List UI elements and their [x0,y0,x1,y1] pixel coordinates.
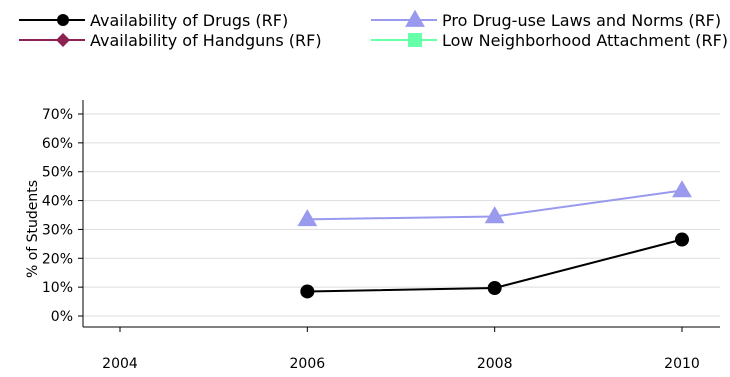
legend-item: Pro Drug-use Laws and Norms (RF) [371,9,721,30]
series-layer [297,180,692,299]
legend-marker [405,9,425,27]
legend-label: Low Neighborhood Attachment (RF) [442,31,728,50]
x-tick-label: 2006 [290,356,326,372]
data-point [675,232,689,247]
legend-label: Pro Drug-use Laws and Norms (RF) [442,11,721,30]
legend-item: Low Neighborhood Attachment (RF) [371,31,728,50]
y-tick-label: 10% [42,280,73,296]
legend-marker [408,33,422,47]
x-ticks: 2004 2006 2008 2010 [102,327,700,372]
legend-label: Availability of Handguns (RF) [90,31,322,50]
y-tick-label: 60% [42,136,73,152]
legend-marker [57,14,69,26]
x-tick-label: 2004 [102,356,138,372]
legend-label: Availability of Drugs (RF) [90,11,288,30]
data-point [672,180,692,198]
series-triangle [297,180,692,227]
data-point [484,206,505,224]
y-tick-label: 70% [42,107,73,123]
y-tick-label: 0% [51,309,73,325]
data-point [487,281,502,296]
y-ticks: 0% 10% 20% 30% 40% 50% 60% 70% [42,107,83,325]
y-tick-label: 50% [42,165,73,181]
legend-marker [56,33,70,47]
x-tick-label: 2008 [477,356,513,372]
axes [82,100,720,328]
grid-lines [83,113,720,317]
y-tick-label: 20% [42,251,73,267]
legend: Availability of Drugs (RF)Availability o… [19,9,728,50]
y-axis-title: % of Students [25,180,41,278]
data-point [297,209,318,227]
y-tick-label: 40% [42,194,73,210]
data-point [300,284,315,299]
series-circle [300,232,689,299]
y-tick-label: 30% [42,222,73,238]
legend-item: Availability of Drugs (RF) [19,11,288,30]
x-tick-label: 2010 [664,356,700,372]
legend-item: Availability of Handguns (RF) [19,31,322,50]
